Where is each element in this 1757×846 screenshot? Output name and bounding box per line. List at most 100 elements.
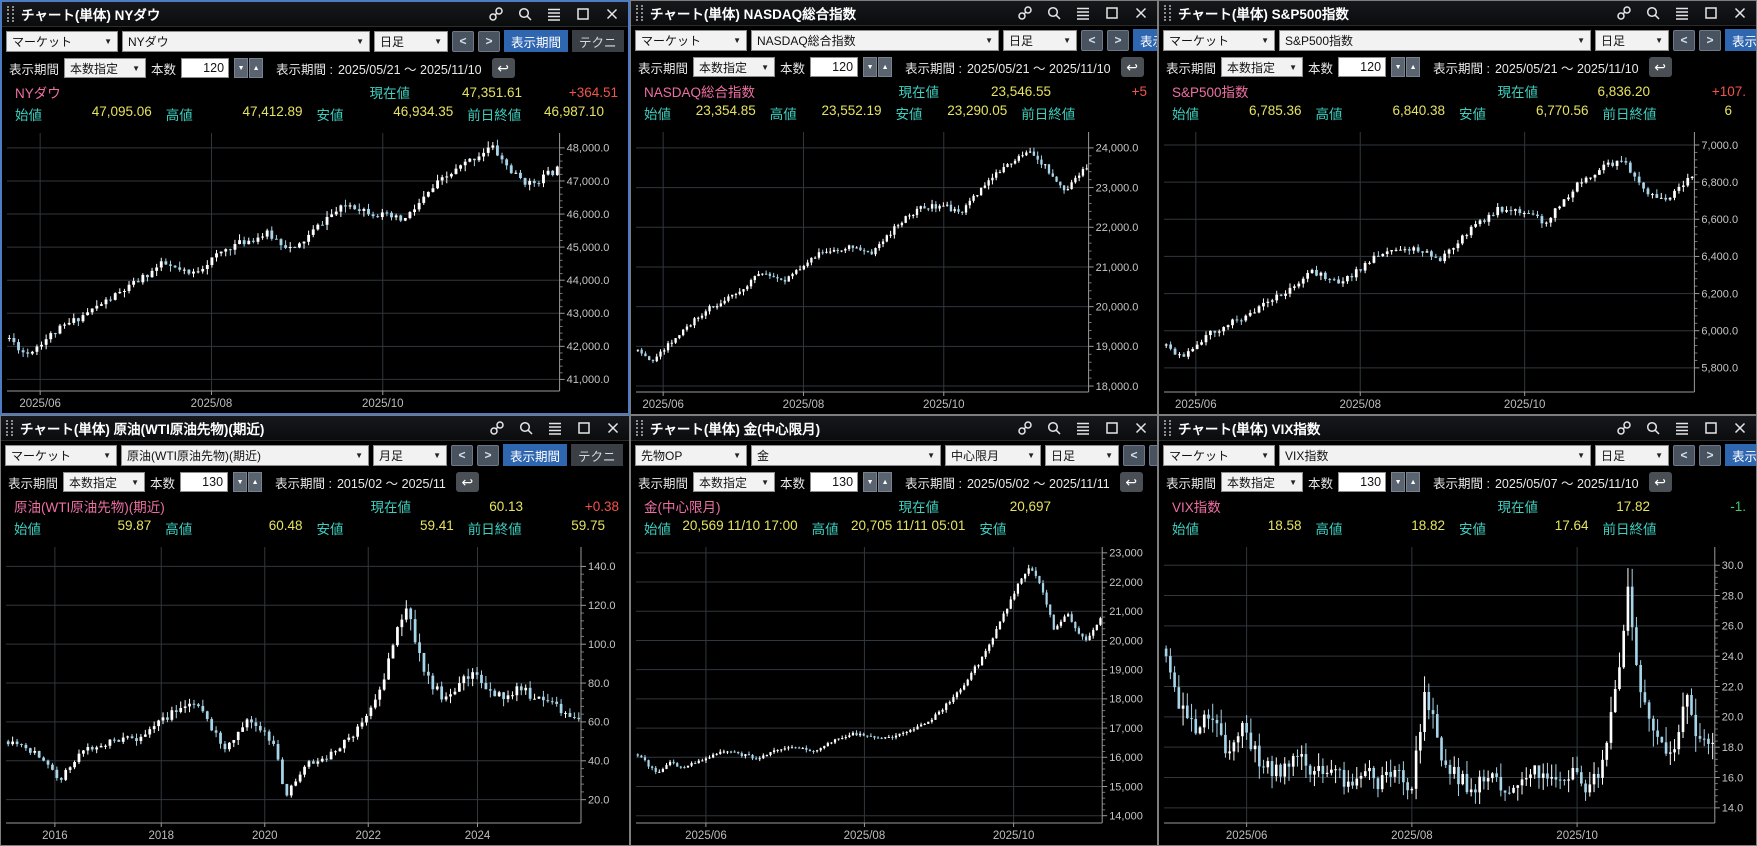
menu-icon[interactable] <box>546 420 563 437</box>
count-input[interactable]: 130 <box>180 472 229 492</box>
drag-grip-icon[interactable] <box>6 420 13 436</box>
maximize-icon[interactable] <box>1702 5 1719 22</box>
display-period-button[interactable]: 表示期間 <box>504 30 569 52</box>
link-icon[interactable] <box>1016 420 1033 437</box>
maximize-icon[interactable] <box>574 6 591 23</box>
drag-grip-icon[interactable] <box>636 5 643 21</box>
display-period-button[interactable]: 表示期間 <box>1725 29 1756 51</box>
symbol-select[interactable]: VIX指数 ▼ <box>1279 444 1591 466</box>
maximize-icon[interactable] <box>1702 420 1719 437</box>
period-mode-select[interactable]: 本数指定 ▼ <box>1221 472 1304 492</box>
count-input[interactable]: 120 <box>181 58 230 78</box>
window-titlebar[interactable]: チャート(単体) NASDAQ総合指数 <box>631 1 1157 26</box>
close-icon[interactable] <box>1731 420 1748 437</box>
maximize-icon[interactable] <box>575 420 592 437</box>
count-decrement-button[interactable]: ▼ <box>1391 57 1406 77</box>
reset-period-icon[interactable]: ↩ <box>1648 472 1672 492</box>
search-icon[interactable] <box>1045 420 1062 437</box>
count-increment-button[interactable]: ▲ <box>878 472 893 492</box>
count-decrement-button[interactable]: ▼ <box>863 472 878 492</box>
prev-period-button[interactable]: < <box>1081 29 1103 51</box>
window-titlebar[interactable]: チャート(単体) 原油(WTI原油先物)(期近) <box>1 416 629 441</box>
count-increment-button[interactable]: ▲ <box>878 57 893 77</box>
period-mode-select[interactable]: 本数指定 ▼ <box>1221 57 1304 77</box>
display-period-button[interactable]: 表示期間 <box>503 444 568 466</box>
close-icon[interactable] <box>1132 5 1149 22</box>
count-increment-button[interactable]: ▲ <box>248 472 263 492</box>
candlestick-chart[interactable]: 2016 2018 2020 2022 2024 140.0 120.0 100.0 80.0 6… <box>1 539 629 845</box>
prev-period-button[interactable]: < <box>1673 29 1695 51</box>
link-icon[interactable] <box>1016 5 1033 22</box>
next-period-button[interactable]: > <box>478 30 500 52</box>
reset-period-icon[interactable]: ↩ <box>455 472 479 492</box>
link-icon[interactable] <box>488 420 505 437</box>
next-period-button[interactable]: > <box>1699 29 1721 51</box>
search-icon[interactable] <box>1644 420 1661 437</box>
candlestick-chart[interactable]: 2025/06 2025/08 2025/10 23,000 22,000 21,000 2… <box>631 539 1157 845</box>
count-input[interactable]: 130 <box>810 472 859 492</box>
period-mode-select[interactable]: 本数指定 ▼ <box>693 472 776 492</box>
close-icon[interactable] <box>603 6 620 23</box>
reset-period-icon[interactable]: ↩ <box>491 58 515 78</box>
search-icon[interactable] <box>1045 5 1062 22</box>
period-mode-select[interactable]: 本数指定 ▼ <box>64 58 147 78</box>
timeframe-select[interactable]: 日足 ▼ <box>374 30 448 52</box>
timeframe-select[interactable]: 日足 ▼ <box>1595 29 1669 51</box>
link-icon[interactable] <box>1615 5 1632 22</box>
display-period-button[interactable]: 表示期間 <box>1725 444 1756 466</box>
search-icon[interactable] <box>517 420 534 437</box>
candlestick-chart[interactable]: 2025/06 2025/08 2025/10 7,000.0 6,800.0 6,600… <box>1159 124 1756 414</box>
count-increment-button[interactable]: ▲ <box>249 58 264 78</box>
symbol-select[interactable]: NYダウ ▼ <box>122 30 370 52</box>
window-titlebar[interactable]: チャート(単体) S&P500指数 <box>1159 1 1756 26</box>
window-titlebar[interactable]: チャート(単体) 金(中心限月) <box>631 416 1157 441</box>
count-decrement-button[interactable]: ▼ <box>863 57 878 77</box>
symbol-select[interactable]: 原油(WTI原油先物)(期近) ▼ <box>121 444 369 466</box>
window-titlebar[interactable]: チャート(単体) VIX指数 <box>1159 416 1756 441</box>
menu-icon[interactable] <box>1074 420 1091 437</box>
prev-period-button[interactable]: < <box>451 444 473 466</box>
timeframe-select[interactable]: 月足 ▼ <box>373 444 447 466</box>
count-increment-button[interactable]: ▲ <box>1406 57 1421 77</box>
count-increment-button[interactable]: ▲ <box>1406 472 1421 492</box>
count-decrement-button[interactable]: ▼ <box>1391 472 1406 492</box>
market-select[interactable]: マーケット ▼ <box>1163 444 1275 466</box>
contract-select[interactable]: 中心限月 ▼ <box>945 444 1041 466</box>
search-icon[interactable] <box>516 6 533 23</box>
prev-period-button[interactable]: < <box>1123 444 1145 466</box>
technical-button[interactable]: テクニ <box>572 30 624 52</box>
next-period-button[interactable]: > <box>1107 29 1129 51</box>
maximize-icon[interactable] <box>1103 5 1120 22</box>
symbol-select[interactable]: NASDAQ総合指数 ▼ <box>751 29 999 51</box>
menu-icon[interactable] <box>1673 420 1690 437</box>
candlestick-chart[interactable]: 2025/06 2025/08 2025/10 30.0 28.0 26.0 24.0 22.… <box>1159 539 1756 845</box>
window-titlebar[interactable]: チャート(単体) NYダウ <box>2 2 628 27</box>
close-icon[interactable] <box>1731 5 1748 22</box>
menu-icon[interactable] <box>1673 5 1690 22</box>
count-input[interactable]: 120 <box>810 57 859 77</box>
menu-icon[interactable] <box>545 6 562 23</box>
reset-period-icon[interactable]: ↩ <box>1119 472 1143 492</box>
symbol-select[interactable]: 金 ▼ <box>751 444 941 466</box>
market-select[interactable]: マーケット ▼ <box>6 30 118 52</box>
drag-grip-icon[interactable] <box>7 6 14 22</box>
prev-period-button[interactable]: < <box>1673 444 1695 466</box>
next-period-button[interactable]: > <box>1149 444 1157 466</box>
display-period-button[interactable]: 表示期間 <box>1133 29 1157 51</box>
drag-grip-icon[interactable] <box>1164 5 1171 21</box>
symbol-select[interactable]: S&P500指数 ▼ <box>1279 29 1591 51</box>
period-mode-select[interactable]: 本数指定 ▼ <box>63 472 146 492</box>
timeframe-select[interactable]: 日足 ▼ <box>1045 444 1119 466</box>
count-input[interactable]: 120 <box>1338 57 1387 77</box>
period-mode-select[interactable]: 本数指定 ▼ <box>693 57 776 77</box>
close-icon[interactable] <box>1132 420 1149 437</box>
maximize-icon[interactable] <box>1103 420 1120 437</box>
next-period-button[interactable]: > <box>1699 444 1721 466</box>
next-period-button[interactable]: > <box>477 444 499 466</box>
search-icon[interactable] <box>1644 5 1661 22</box>
reset-period-icon[interactable]: ↩ <box>1648 57 1672 77</box>
market-select[interactable]: マーケット ▼ <box>5 444 117 466</box>
market-select[interactable]: マーケット ▼ <box>635 29 747 51</box>
drag-grip-icon[interactable] <box>1164 420 1171 436</box>
reset-period-icon[interactable]: ↩ <box>1120 57 1144 77</box>
